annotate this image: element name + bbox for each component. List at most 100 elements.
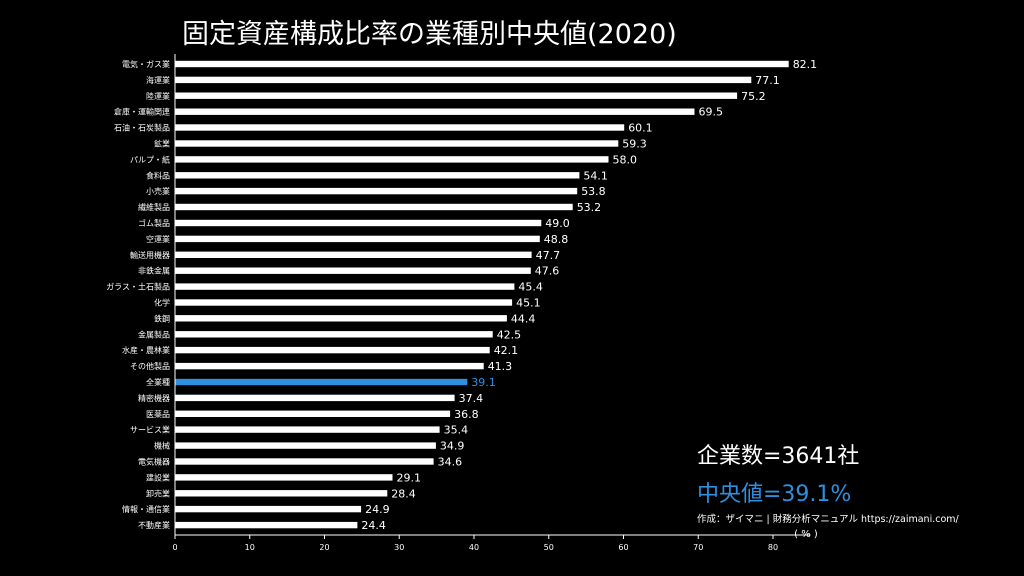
bar <box>175 156 609 163</box>
category-label: 陸運業 <box>146 91 170 101</box>
bar <box>175 108 695 115</box>
bar <box>175 505 362 513</box>
bar <box>175 283 515 290</box>
value-label: 24.4 <box>361 519 386 532</box>
value-label: 34.6 <box>438 455 463 468</box>
category-label: 倉庫・運輸関連 <box>114 107 170 117</box>
company-count-label: 企業数=3641社 <box>697 444 860 469</box>
value-label: 59.3 <box>622 137 647 150</box>
category-label: パルプ・紙 <box>130 154 170 164</box>
value-label: 34.9 <box>440 440 465 453</box>
bar <box>175 203 573 211</box>
bar <box>175 346 490 354</box>
value-label: 45.1 <box>516 296 541 309</box>
value-label: 54.1 <box>583 169 608 182</box>
category-label: 全業種 <box>146 377 170 387</box>
category-label: 建設業 <box>146 472 170 482</box>
bar <box>175 426 440 433</box>
bar <box>175 124 625 131</box>
category-label: 鉄鋼 <box>154 313 170 323</box>
bar <box>175 251 532 258</box>
category-label: 不動産業 <box>138 520 170 530</box>
bar <box>175 410 451 417</box>
bar <box>175 394 455 402</box>
bar <box>175 442 436 449</box>
bar <box>175 474 393 481</box>
bar <box>175 458 434 465</box>
value-label: 58.0 <box>613 153 638 166</box>
x-tick-label: 10 <box>245 543 255 552</box>
category-label: 電気・ガス業 <box>122 59 170 69</box>
category-label: 医薬品 <box>146 409 170 419</box>
x-tick-label: 70 <box>693 543 703 552</box>
bar <box>175 140 619 147</box>
median-label: 中央値=39.1% <box>697 482 852 507</box>
bar <box>175 235 540 243</box>
x-tick-label: 30 <box>394 543 404 552</box>
value-label: 39.1 <box>471 376 496 389</box>
category-label: 卸売業 <box>146 488 170 498</box>
x-tick-label: 80 <box>768 543 778 552</box>
bar <box>175 362 484 370</box>
value-label: 77.1 <box>755 74 780 87</box>
value-label: 36.8 <box>454 408 479 421</box>
bar <box>175 60 789 68</box>
bar <box>175 299 513 306</box>
bar <box>175 76 752 84</box>
category-label: 海運業 <box>146 75 170 85</box>
value-label: 53.2 <box>577 201 602 214</box>
x-axis-label: ( % ) <box>794 529 818 540</box>
category-label: 水産・農林業 <box>122 345 170 355</box>
value-label: 53.8 <box>581 185 606 198</box>
value-label: 47.7 <box>536 249 561 262</box>
category-label: 化学 <box>154 297 170 307</box>
category-label: 輸送用機器 <box>130 250 170 260</box>
category-label: サービス業 <box>130 425 170 435</box>
credit-text: 作成：ザイマニ | 財務分析マニュアル https://zaimani.com/ <box>697 514 959 525</box>
category-label: 金属製品 <box>138 329 170 339</box>
value-label: 48.8 <box>544 233 569 246</box>
category-label: 石油・石炭製品 <box>114 123 170 133</box>
value-label: 44.4 <box>511 312 536 325</box>
bar <box>175 331 493 338</box>
bar <box>175 490 388 497</box>
bar <box>175 219 542 227</box>
value-label: 24.9 <box>365 503 390 516</box>
value-label: 37.4 <box>459 392 484 405</box>
category-label: 電気機器 <box>138 456 170 466</box>
value-label: 82.1 <box>793 58 818 71</box>
x-tick-label: 50 <box>544 543 554 552</box>
category-label: 精密機器 <box>138 393 170 403</box>
category-label: 小売業 <box>146 186 170 196</box>
bar <box>175 315 507 322</box>
value-label: 49.0 <box>545 217 570 230</box>
value-label: 45.4 <box>518 281 543 294</box>
chart-title: 固定資産構成比率の業種別中央値(2020) <box>182 19 677 50</box>
category-label: 機械 <box>154 441 170 451</box>
category-label: ガラス・土石製品 <box>106 282 170 292</box>
value-label: 75.2 <box>741 90 766 103</box>
value-label: 42.1 <box>494 344 519 357</box>
bar <box>175 92 738 99</box>
value-label: 35.4 <box>444 424 469 437</box>
category-label: 鉱業 <box>154 138 170 148</box>
x-tick-label: 0 <box>172 543 177 552</box>
value-label: 29.1 <box>397 471 422 484</box>
category-label: その他製品 <box>130 361 170 371</box>
value-label: 28.4 <box>391 487 416 500</box>
bar <box>175 172 580 179</box>
bar <box>175 521 358 529</box>
x-tick-label: 20 <box>319 543 329 552</box>
value-label: 42.5 <box>497 328 522 341</box>
bar <box>175 187 578 195</box>
value-label: 60.1 <box>628 122 653 135</box>
category-label: ゴム製品 <box>138 218 170 228</box>
category-label: 情報・通信業 <box>122 504 170 514</box>
category-label: 繊維製品 <box>138 202 170 212</box>
value-label: 47.6 <box>535 265 560 278</box>
bar <box>175 267 531 274</box>
value-label: 41.3 <box>488 360 513 373</box>
category-label: 食料品 <box>146 170 170 180</box>
category-label: 非鉄金属 <box>138 266 170 276</box>
